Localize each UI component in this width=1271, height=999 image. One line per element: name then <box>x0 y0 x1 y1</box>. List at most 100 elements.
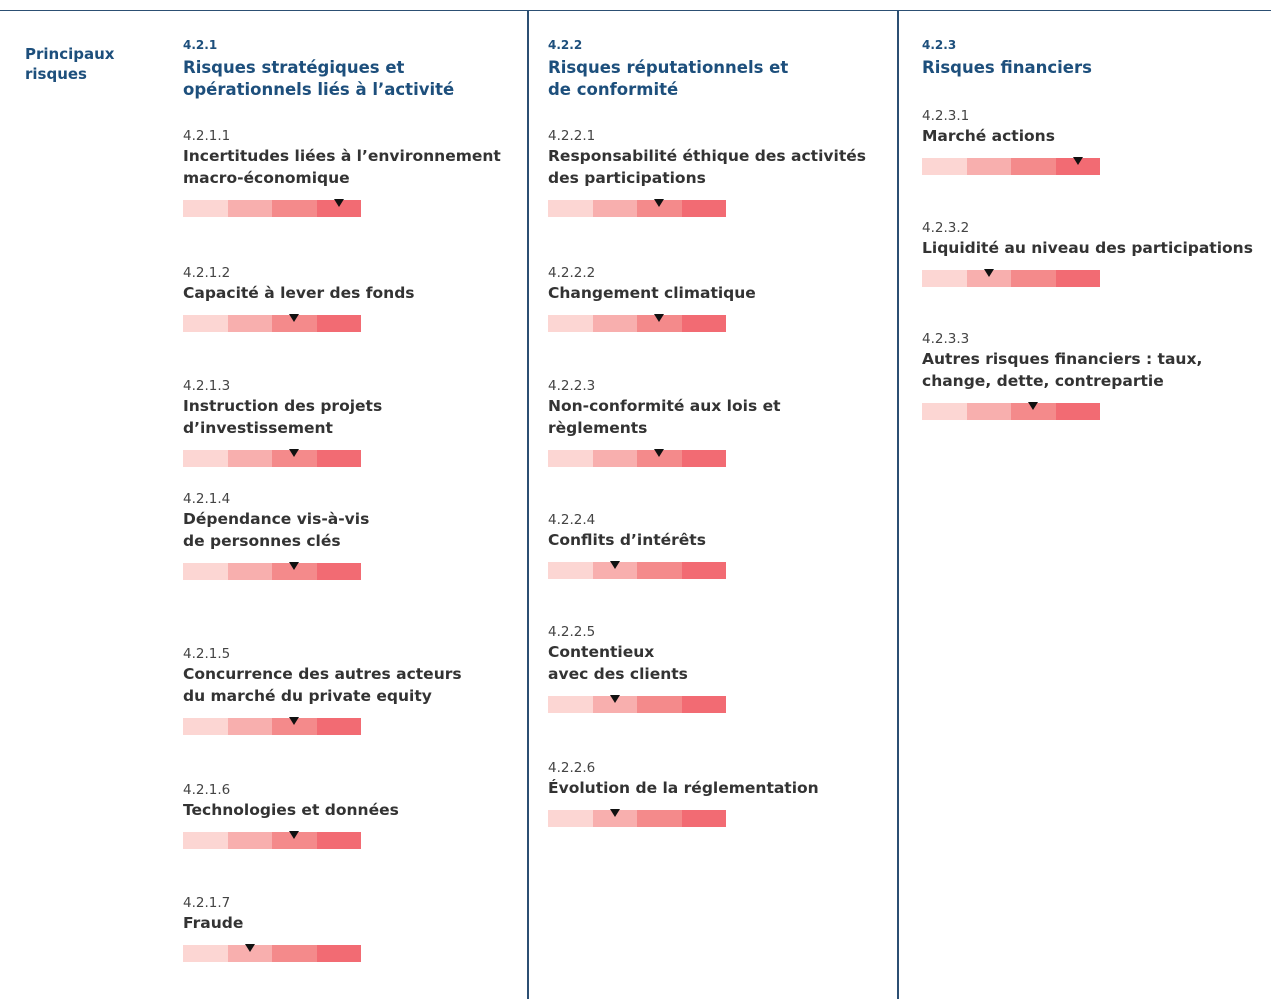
scale-segment <box>1011 270 1056 287</box>
scale-segment <box>922 403 967 420</box>
scale-segment <box>227 200 272 217</box>
scale-segment <box>227 563 272 580</box>
risk-marker <box>1072 157 1083 165</box>
risk-title: Responsabilité éthique des activités des… <box>548 147 866 187</box>
risk-number: 4.2.1.7 <box>183 895 231 911</box>
scale-segment <box>637 450 682 467</box>
scale-segment <box>637 200 682 217</box>
risk-title: Dépendance vis-à-vis de personnes clés <box>183 510 370 550</box>
scale-segment <box>272 450 317 467</box>
risk-title: Autres risques financiers : taux, change… <box>922 350 1203 390</box>
scale-segment <box>592 200 637 217</box>
risk-title: Évolution de la réglementation <box>548 779 819 797</box>
scale-segment <box>637 810 682 827</box>
risk-item: 4.2.3.2 Liquidité au niveau des participa… <box>922 220 1262 287</box>
risk-marker <box>654 449 665 457</box>
risk-title: Concurrence des autres acteurs du marché… <box>183 665 462 705</box>
risk-number: 4.2.1.1 <box>183 128 231 144</box>
risk-marker <box>289 717 300 725</box>
risk-item: 4.2.1.7 Fraude <box>183 895 523 962</box>
scale-segment <box>592 562 637 579</box>
risk-number: 4.2.2.5 <box>548 624 596 640</box>
scale-segment <box>183 718 228 735</box>
scale-segment <box>1011 158 1056 175</box>
risk-marker <box>654 314 665 322</box>
risk-title: Marché actions <box>922 127 1055 145</box>
risk-scale <box>183 449 361 467</box>
column-divider <box>527 10 529 999</box>
risk-scale <box>922 269 1100 287</box>
scale-segment <box>548 562 593 579</box>
scale-segment <box>922 158 967 175</box>
scale-segment <box>681 200 726 217</box>
risk-title: Capacité à lever des fonds <box>183 284 415 302</box>
scale-segment <box>183 450 228 467</box>
risk-marker <box>289 449 300 457</box>
scale-segment <box>681 810 726 827</box>
risk-title: Instruction des projets d’investissement <box>183 397 383 437</box>
scale-segment <box>548 450 593 467</box>
column-title: Risques financiers <box>922 58 1092 77</box>
risk-title: Non-conformité aux lois et règlements <box>548 397 781 437</box>
scale-segment <box>183 200 228 217</box>
scale-segment <box>548 315 593 332</box>
risk-scale <box>183 717 361 735</box>
risk-scale <box>183 562 361 580</box>
scale-segment <box>183 563 228 580</box>
scale-segment <box>548 810 593 827</box>
risk-title: Technologies et données <box>183 801 399 819</box>
risk-title: Liquidité au niveau des participations <box>922 239 1253 257</box>
scale-segment <box>1055 158 1100 175</box>
risk-number: 4.2.2.4 <box>548 512 596 528</box>
scale-segment <box>681 315 726 332</box>
scale-segment <box>966 403 1011 420</box>
risk-marker <box>1028 402 1039 410</box>
scale-segment <box>966 158 1011 175</box>
risk-item: 4.2.1.4 Dépendance vis-à-vis de personnes… <box>183 491 523 580</box>
risk-item: 4.2.2.6 Évolution de la réglementation <box>548 760 888 827</box>
scale-segment <box>922 270 967 287</box>
risk-marker <box>289 831 300 839</box>
risk-scale <box>183 314 361 332</box>
risk-number: 4.2.3.2 <box>922 220 970 236</box>
scale-segment <box>316 718 361 735</box>
scale-segment <box>637 315 682 332</box>
scale-segment <box>227 450 272 467</box>
scale-segment <box>548 200 593 217</box>
column-title: Risques réputationnels et de conformité <box>548 58 789 99</box>
scale-segment <box>1055 270 1100 287</box>
scale-segment <box>227 945 272 962</box>
scale-segment <box>966 270 1011 287</box>
risk-number: 4.2.2.3 <box>548 378 596 394</box>
risk-title: Contentieux avec des clients <box>548 643 688 683</box>
scale-segment <box>272 315 317 332</box>
risk-marker <box>983 269 994 277</box>
risk-marker <box>609 695 620 703</box>
scale-segment <box>183 945 228 962</box>
risk-marker <box>244 944 255 952</box>
scale-segment <box>316 315 361 332</box>
scale-segment <box>681 450 726 467</box>
risk-number: 4.2.2.1 <box>548 128 596 144</box>
risk-item: 4.2.2.1 Responsabilité éthique des activi… <box>548 128 888 217</box>
risk-marker <box>333 199 344 207</box>
risk-scale <box>548 314 726 332</box>
risk-item: 4.2.2.3 Non-conformité aux lois et règlem… <box>548 378 888 467</box>
column-title: Risques stratégiques et opérationnels li… <box>183 58 455 99</box>
risk-title: Conflits d’intérêts <box>548 531 706 549</box>
scale-segment <box>227 832 272 849</box>
scale-segment <box>316 832 361 849</box>
scale-segment <box>316 200 361 217</box>
scale-segment <box>272 945 317 962</box>
scale-segment <box>272 200 317 217</box>
scale-segment <box>637 696 682 713</box>
column-number: 4.2.3 <box>922 38 957 52</box>
risk-marker <box>654 199 665 207</box>
risk-title: Fraude <box>183 914 244 932</box>
risk-scale <box>183 944 361 962</box>
risk-item: 4.2.2.4 Conflits d’intérêts <box>548 512 888 579</box>
risk-marker <box>609 561 620 569</box>
risk-number: 4.2.1.3 <box>183 378 231 394</box>
risk-number: 4.2.1.6 <box>183 782 231 798</box>
